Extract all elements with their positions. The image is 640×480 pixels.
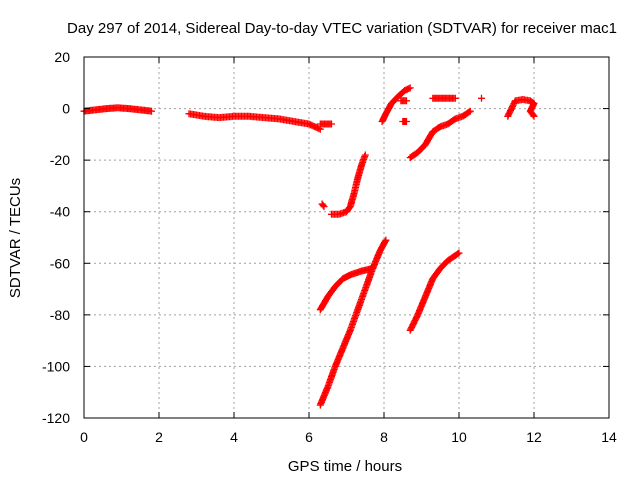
x-tick-label: 4 [230,429,238,445]
y-tick-label: -20 [50,152,70,168]
x-tick-label: 10 [451,429,467,445]
y-axis-label: SDTVAR / TECUs [7,178,24,298]
x-tick-label: 0 [80,429,88,445]
x-tick-label: 14 [601,429,617,445]
x-tick-label: 2 [155,429,163,445]
y-tick-label: -40 [50,204,70,220]
y-tick-label: -100 [42,358,70,374]
y-tick-label: -80 [50,307,70,323]
y-tick-label: 20 [54,49,70,65]
x-tick-label: 8 [380,429,388,445]
chart-title: Day 297 of 2014, Sidereal Day-to-day VTE… [67,20,617,37]
axis-ticks: 0 2 4 6 8 10 12 14 -120 -100 -80 -60 -40 -20 0 20 [42,49,617,445]
plot-frame [83,56,610,419]
y-tick-label: 0 [62,101,70,117]
y-tick-label: -60 [50,255,70,271]
x-tick-label: 12 [526,429,542,445]
x-tick-label: 6 [305,429,313,445]
x-axis-label: GPS time / hours [288,458,402,475]
y-tick-label: -120 [42,410,70,426]
